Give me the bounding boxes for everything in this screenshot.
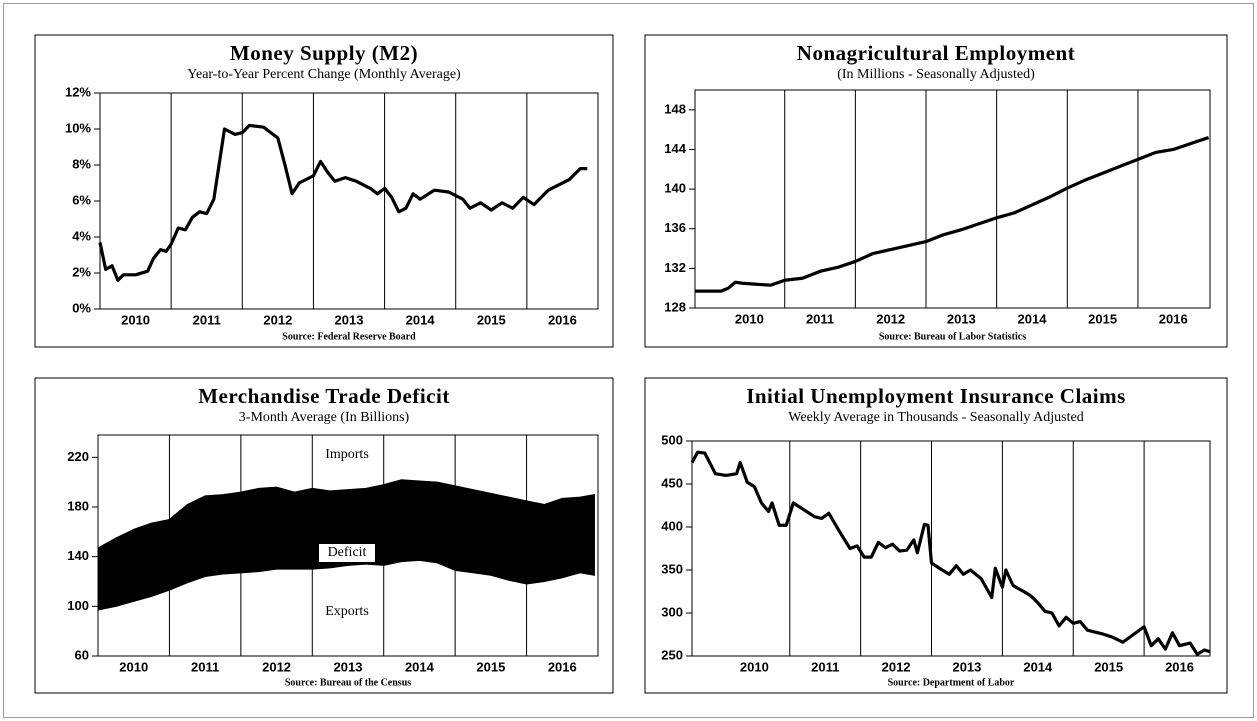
y-tick-label: 148 (664, 101, 686, 116)
y-tick-label: 100 (67, 598, 89, 613)
y-tick-label: 250 (661, 647, 683, 662)
x-tick-label: 2016 (1165, 659, 1194, 674)
x-tick-label: 2014 (405, 659, 435, 674)
x-tick-label: 2014 (1023, 659, 1053, 674)
annotation: Deficit (328, 545, 367, 560)
chart-source: Source: Bureau of Labor Statistics (879, 331, 1026, 342)
x-tick-label: 2016 (548, 312, 577, 327)
y-tick-label: 128 (664, 299, 686, 314)
y-tick-label: 132 (664, 260, 686, 275)
x-tick-label: 2012 (882, 659, 911, 674)
x-tick-label: 2010 (121, 312, 150, 327)
x-tick-label: 2011 (193, 312, 221, 327)
y-tick-label: 400 (661, 518, 683, 533)
x-tick-label: 2011 (806, 311, 834, 326)
panel-frame (644, 34, 1228, 348)
x-tick-label: 2012 (876, 311, 905, 326)
chart-source: Source: Bureau of the Census (285, 677, 411, 688)
y-tick-label: 220 (67, 449, 89, 464)
chart-subtitle: Year-to-Year Percent Change (Monthly Ave… (187, 67, 461, 82)
plot-frame (694, 89, 1211, 309)
x-tick-label: 2010 (740, 659, 769, 674)
chart-subtitle: 3-Month Average (In Billions) (239, 410, 410, 425)
y-tick-label: 300 (661, 604, 683, 619)
plot-frame (97, 434, 599, 657)
x-tick-label: 2013 (952, 659, 981, 674)
panel-frame (34, 34, 614, 348)
chart-source: Source: Department of Labor (888, 677, 1015, 688)
plot-frame (99, 92, 599, 310)
x-tick-label: 2010 (735, 311, 764, 326)
y-tick-label: 4% (72, 228, 91, 243)
x-tick-label: 2013 (335, 312, 364, 327)
y-tick-label: 144 (664, 141, 686, 156)
chart-title: Initial Unemployment Insurance Claims (746, 384, 1126, 408)
x-tick-label: 2013 (947, 311, 976, 326)
x-tick-label: 2011 (811, 659, 839, 674)
x-tick-label: 2013 (334, 659, 363, 674)
chart-subtitle: Weekly Average in Thousands - Seasonally… (788, 410, 1083, 425)
series-line (695, 136, 1210, 293)
x-tick-label: 2015 (476, 659, 505, 674)
x-tick-label: 2015 (477, 312, 506, 327)
y-tick-label: 140 (67, 548, 89, 563)
y-tick-label: 500 (661, 432, 683, 447)
chart-subtitle: (In Millions - Seasonally Adjusted) (837, 67, 1035, 82)
y-tick-label: 450 (661, 475, 683, 490)
y-tick-label: 60 (75, 647, 89, 662)
y-tick-label: 350 (661, 561, 683, 576)
y-tick-label: 12% (65, 84, 91, 99)
series-line (98, 123, 588, 282)
x-tick-label: 2010 (119, 659, 148, 674)
x-tick-label: 2011 (191, 659, 219, 674)
chart-title: Money Supply (M2) (230, 41, 418, 65)
x-tick-label: 2012 (262, 659, 291, 674)
y-tick-label: 2% (72, 264, 91, 279)
x-tick-label: 2014 (1018, 311, 1048, 326)
chart-title: Merchandise Trade Deficit (198, 384, 450, 408)
x-tick-label: 2016 (548, 659, 577, 674)
x-tick-label: 2012 (263, 312, 292, 327)
annotation-bg (319, 544, 375, 562)
y-tick-label: 6% (72, 192, 91, 207)
series-line (690, 450, 1211, 656)
panel-frame (34, 377, 614, 694)
series-label: Exports (325, 604, 369, 619)
chart-source: Source: Federal Reserve Board (282, 331, 416, 342)
y-tick-label: 140 (664, 181, 686, 196)
x-tick-label: 2015 (1094, 659, 1123, 674)
x-tick-label: 2015 (1088, 311, 1117, 326)
y-tick-label: 10% (65, 120, 91, 135)
panel-frame (644, 377, 1228, 694)
x-tick-label: 2014 (406, 312, 436, 327)
plot-frame (691, 440, 1211, 657)
chart-title: Nonagricultural Employment (797, 41, 1075, 65)
x-tick-label: 2016 (1159, 311, 1188, 326)
y-tick-label: 180 (67, 498, 89, 513)
series-label: Imports (325, 447, 369, 462)
y-tick-label: 136 (664, 220, 686, 235)
y-tick-label: 0% (72, 300, 91, 315)
page-frame (3, 3, 1254, 718)
y-tick-label: 8% (72, 156, 91, 171)
